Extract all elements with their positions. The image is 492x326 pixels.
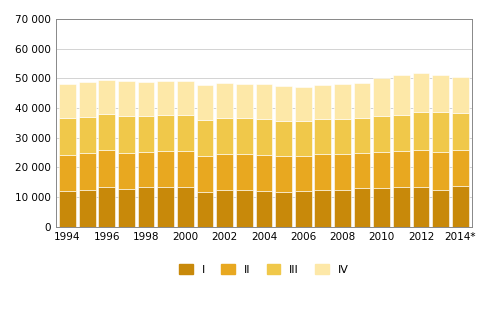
Bar (59, 84, 76, 118)
Bar (98, 187, 115, 227)
Bar (157, 187, 174, 227)
Bar (216, 190, 233, 227)
Bar (177, 81, 194, 115)
Bar (354, 153, 370, 188)
Bar (98, 114, 115, 151)
Bar (314, 84, 331, 119)
Bar (373, 78, 390, 116)
Bar (138, 82, 154, 116)
Bar (373, 116, 390, 152)
Bar (432, 112, 449, 152)
Bar (216, 154, 233, 190)
Bar (413, 73, 430, 112)
Bar (275, 156, 292, 192)
Bar (138, 152, 154, 187)
Bar (452, 150, 468, 186)
Bar (255, 155, 272, 190)
Bar (138, 116, 154, 152)
Bar (197, 192, 214, 227)
Bar (157, 81, 174, 115)
Bar (354, 83, 370, 118)
Bar (79, 154, 95, 190)
Bar (255, 190, 272, 227)
Bar (275, 86, 292, 121)
Bar (197, 121, 214, 156)
Bar (432, 190, 449, 227)
Bar (452, 113, 468, 150)
Bar (432, 152, 449, 190)
Bar (334, 154, 351, 190)
Bar (197, 85, 214, 121)
Bar (236, 118, 252, 154)
Bar (236, 190, 252, 227)
Bar (118, 116, 135, 153)
Bar (452, 186, 468, 227)
Bar (393, 75, 410, 115)
Bar (236, 154, 252, 190)
Bar (157, 115, 174, 151)
Bar (413, 150, 430, 187)
Bar (373, 187, 390, 227)
Bar (354, 188, 370, 227)
Bar (216, 118, 233, 154)
Bar (236, 84, 252, 118)
Bar (216, 83, 233, 118)
Bar (59, 190, 76, 227)
Bar (118, 81, 135, 116)
Bar (255, 119, 272, 155)
Bar (334, 84, 351, 119)
Bar (295, 87, 311, 121)
Bar (79, 117, 95, 154)
Bar (177, 187, 194, 227)
Bar (275, 121, 292, 156)
Bar (432, 75, 449, 112)
Bar (314, 154, 331, 190)
Bar (354, 118, 370, 153)
Bar (255, 84, 272, 119)
Legend: I, II, III, IV: I, II, III, IV (175, 260, 353, 279)
Bar (118, 189, 135, 227)
Bar (98, 151, 115, 187)
Bar (295, 191, 311, 227)
Bar (157, 151, 174, 187)
Bar (79, 82, 95, 117)
Bar (79, 190, 95, 227)
Bar (177, 151, 194, 187)
Bar (59, 155, 76, 190)
Bar (334, 190, 351, 227)
Bar (314, 119, 331, 154)
Bar (59, 118, 76, 155)
Bar (393, 151, 410, 187)
Bar (138, 187, 154, 227)
Bar (98, 80, 115, 114)
Bar (334, 119, 351, 154)
Bar (275, 192, 292, 227)
Bar (295, 121, 311, 156)
Bar (314, 190, 331, 227)
Bar (393, 115, 410, 151)
Bar (295, 156, 311, 191)
Bar (413, 112, 430, 150)
Bar (177, 115, 194, 151)
Bar (413, 187, 430, 227)
Bar (373, 152, 390, 187)
Bar (118, 153, 135, 189)
Bar (197, 156, 214, 192)
Bar (452, 77, 468, 113)
Bar (393, 187, 410, 227)
